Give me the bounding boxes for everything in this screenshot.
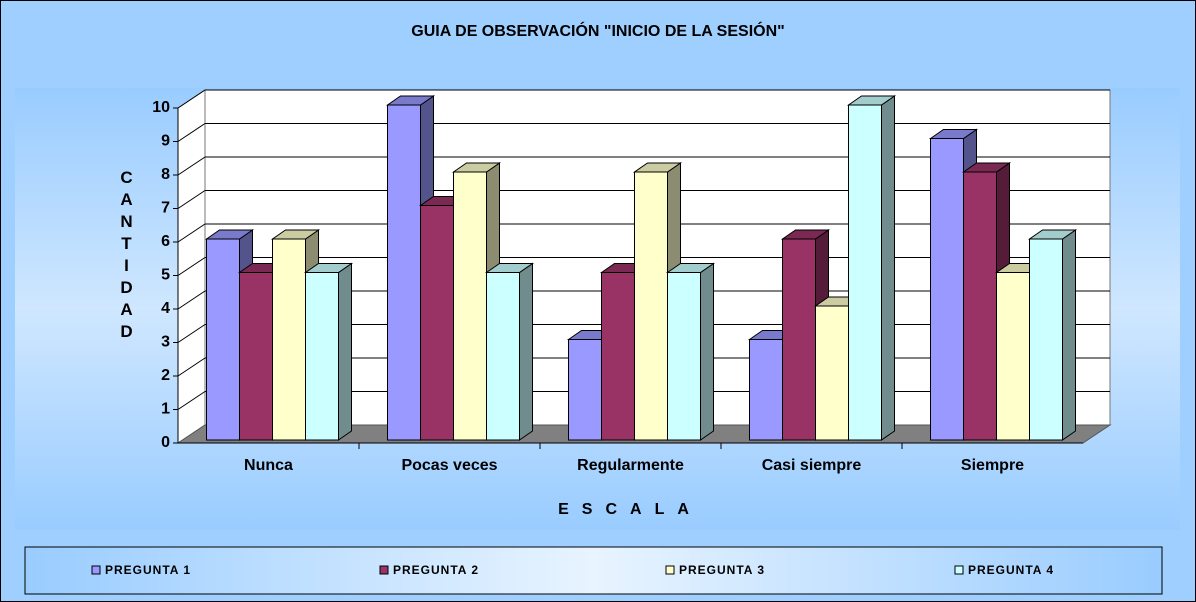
bar-side [881, 95, 895, 441]
bar [667, 272, 701, 441]
bar [815, 305, 849, 441]
bar [453, 171, 487, 441]
y-tick-label: 8 [161, 166, 170, 183]
legend-swatch [379, 565, 389, 575]
bar [848, 104, 882, 441]
legend-swatch [954, 565, 964, 575]
bar [239, 272, 273, 441]
bar [568, 339, 602, 441]
bar [782, 238, 816, 441]
bar-side [519, 262, 533, 441]
bar [601, 272, 635, 441]
x-tick-label: Pocas veces [401, 457, 497, 474]
legend-label: PREGUNTA 3 [679, 563, 765, 577]
bar [420, 205, 454, 441]
bar [996, 272, 1030, 441]
legend-swatch [665, 565, 675, 575]
y-axis-label: CANTIDAD [117, 168, 136, 344]
bar [486, 272, 520, 441]
grid-line [177, 123, 206, 142]
y-tick-label: 3 [161, 334, 170, 351]
bar [206, 238, 240, 441]
y-tick-label: 6 [161, 233, 170, 250]
bar [930, 138, 964, 441]
bar [305, 272, 339, 441]
x-tick-label: Casi siempre [762, 457, 862, 474]
y-tick-label: 4 [161, 300, 170, 317]
legend [24, 546, 1163, 595]
legend-label: PREGUNTA 2 [393, 563, 479, 577]
grid-line [177, 156, 206, 176]
y-tick-label: 10 [152, 99, 170, 116]
grid-line [177, 290, 206, 310]
bar [963, 171, 997, 441]
x-tick-label: Nunca [244, 457, 293, 474]
legend-label: PREGUNTA 4 [968, 563, 1054, 577]
grid-line [177, 89, 206, 109]
y-tick-label: 0 [161, 434, 170, 451]
bar [387, 104, 421, 441]
x-tick-label: Siempre [961, 457, 1024, 474]
grid-line [177, 257, 206, 276]
legend-label: PREGUNTA 1 [105, 563, 191, 577]
x-tick-label: Regularmente [577, 457, 684, 474]
bar-side [700, 262, 714, 441]
y-tick-label: 5 [161, 267, 170, 284]
y-tick-label: 1 [161, 401, 170, 418]
bar-side [338, 262, 352, 441]
bar [634, 171, 668, 441]
legend-swatch [91, 565, 101, 575]
grid-line [177, 324, 206, 343]
y-tick-label: 7 [161, 200, 170, 217]
bar [749, 339, 783, 441]
y-tick-label: 9 [161, 133, 170, 150]
bar [272, 238, 306, 441]
x-axis-label: ESCALA [558, 501, 702, 518]
grid-line [177, 223, 206, 243]
grid-line [177, 357, 206, 377]
bar-side [1062, 229, 1076, 441]
grid-line [177, 190, 206, 209]
bar [1029, 238, 1063, 441]
chart-title: GUIA DE OBSERVACIÓN "INICIO DE LA SESIÓN… [411, 21, 784, 40]
grid-line [177, 391, 206, 410]
y-tick-label: 2 [161, 367, 170, 384]
